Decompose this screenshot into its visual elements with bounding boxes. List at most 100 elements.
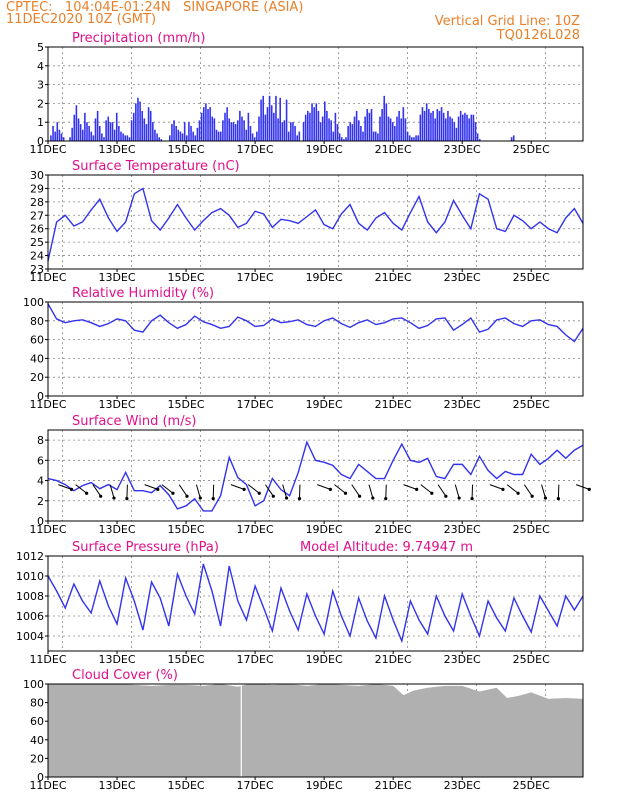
precip-bar <box>383 95 386 141</box>
precip-bar <box>107 116 110 141</box>
y-tick-label: 60 <box>30 715 44 728</box>
x-tick-label: 19DEC <box>306 271 343 284</box>
precip-bar <box>222 120 224 141</box>
precip-bar <box>447 110 449 141</box>
precip-bar <box>417 135 419 141</box>
wind-arrow <box>317 484 331 490</box>
precip-bar <box>230 122 233 141</box>
precip-bar <box>343 139 345 141</box>
x-tick-label: 11DEC <box>29 398 66 411</box>
precip-bar <box>86 122 88 141</box>
precip-bar <box>152 122 154 141</box>
precip-bar <box>364 116 366 141</box>
precip-bar <box>101 133 103 141</box>
panel-frame <box>47 683 584 778</box>
precip-bar <box>90 131 93 141</box>
panel-title: Surface Pressure (hPa) <box>72 540 219 555</box>
wind-arrow-head <box>357 494 362 498</box>
wind-arrow <box>178 484 188 497</box>
precip-bar <box>396 116 398 141</box>
panel-1: Precipitation (mm/h) 0 1 2 3 4 5 11DEC 13DEC 15DE… <box>29 31 584 156</box>
cloud-area <box>48 684 583 777</box>
wind-arrow <box>247 484 260 494</box>
x-tick-label: 17DEC <box>237 398 274 411</box>
x-tick-label: 17DEC <box>237 271 274 284</box>
precip-bar <box>468 118 470 141</box>
precip-bar <box>135 103 137 141</box>
precip-bar <box>330 120 332 141</box>
x-tick-label: 23DEC <box>444 523 481 536</box>
precip-bar <box>389 118 392 141</box>
precip-bar <box>394 125 396 141</box>
precip-bar <box>438 110 441 141</box>
precip-bar <box>98 125 101 141</box>
precip-bar <box>345 137 347 141</box>
x-tick-label: 17DEC <box>237 143 274 156</box>
precip-bar <box>366 109 369 141</box>
precip-bar <box>258 116 260 141</box>
x-tick-label: 21DEC <box>375 779 412 792</box>
wind-arrow <box>351 484 360 497</box>
precip-bar <box>425 103 428 141</box>
x-tick-label: 13DEC <box>98 523 135 536</box>
wind-arrow-head <box>556 496 560 501</box>
precip-bar <box>132 112 135 141</box>
wind-arrow-head <box>198 496 202 500</box>
precip-bar <box>419 114 422 141</box>
precip-bar <box>442 112 445 141</box>
precip-bar <box>92 135 95 141</box>
precip-bar <box>50 135 52 141</box>
y-tick-label: 2 <box>37 97 44 110</box>
precip-bar <box>139 101 141 141</box>
panel-frame <box>47 46 584 142</box>
precip-bar <box>309 112 311 141</box>
precip-bar <box>279 97 282 141</box>
precip-bar <box>273 112 275 141</box>
precip-bar <box>404 118 407 141</box>
precip-bar <box>340 137 343 141</box>
y-tick-label: 24 <box>30 250 44 263</box>
precip-bar <box>313 107 315 141</box>
wind-arrow <box>437 484 447 497</box>
precip-bar <box>326 110 328 141</box>
y-tick-label: 80 <box>30 697 44 710</box>
y-tick-label: 100 <box>23 678 44 691</box>
series-line <box>47 303 584 343</box>
precip-bar <box>122 133 124 141</box>
x-tick-label: 15DEC <box>168 523 205 536</box>
x-tick-label: 11DEC <box>29 653 66 666</box>
precip-bar <box>476 133 479 141</box>
y-tick-label: 8 <box>37 434 44 447</box>
precip-bar <box>71 127 73 141</box>
precip-bar <box>217 131 220 141</box>
precip-bar <box>241 116 243 141</box>
x-tick-label: 13DEC <box>98 398 135 411</box>
precip-bar <box>224 112 226 141</box>
wind-arrow <box>454 484 460 499</box>
y-tick-label: 1012 <box>16 550 44 563</box>
precip-bar <box>77 118 80 141</box>
panel-title: Cloud Cover (%) <box>72 668 178 683</box>
y-tick-label: 20 <box>30 371 44 384</box>
precip-bar <box>391 122 394 141</box>
precip-bar <box>96 110 99 141</box>
x-tick-label: 13DEC <box>98 143 135 156</box>
precip-bar <box>234 124 237 141</box>
wind-arrow-head <box>444 494 448 498</box>
y-tick-label: 27 <box>30 209 44 222</box>
precip-bar <box>124 135 127 141</box>
y-tick-label: 0 <box>37 771 44 784</box>
precip-bar <box>196 127 199 141</box>
precip-bar <box>334 112 337 141</box>
precip-bar <box>73 114 76 141</box>
wind-arrow <box>420 484 433 494</box>
wind-arrow-head <box>371 496 375 500</box>
precip-bar <box>336 124 339 141</box>
x-tick-label: 25DEC <box>513 523 550 536</box>
y-tick-label: 1006 <box>16 610 44 623</box>
precip-bar <box>294 125 296 141</box>
precip-bar <box>143 118 146 141</box>
precip-bar <box>207 109 209 141</box>
x-tick-label: 23DEC <box>444 143 481 156</box>
x-tick-label: 21DEC <box>375 398 412 411</box>
